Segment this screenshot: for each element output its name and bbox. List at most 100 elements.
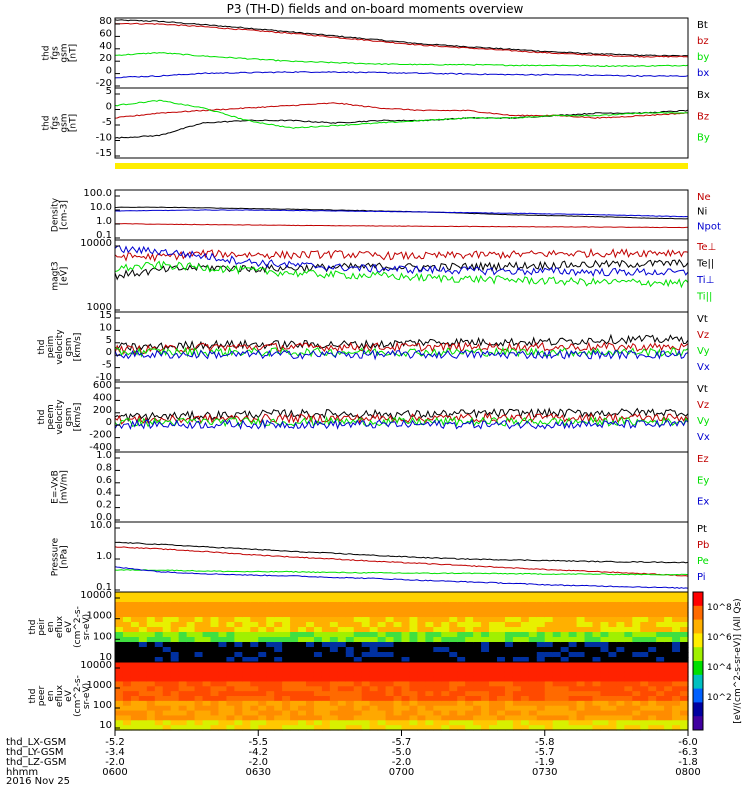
spectrogram-cell	[361, 686, 371, 692]
spectrogram-cell	[520, 666, 530, 673]
spectrogram-cell	[130, 666, 140, 673]
spectrogram-cell	[274, 696, 283, 702]
spectrogram-cell	[369, 720, 379, 726]
spectrogram-cell	[226, 720, 235, 726]
spectrogram-cell	[504, 700, 514, 707]
spectrogram-cell	[425, 612, 434, 618]
spectrogram-cell	[345, 612, 355, 618]
spectrogram-cell	[584, 720, 594, 726]
spectrogram-cell	[497, 657, 506, 663]
spectrogram-cell	[393, 662, 403, 668]
spectrogram-cell	[417, 710, 426, 717]
spectrogram-cell	[449, 696, 458, 702]
spectrogram-cell	[640, 662, 649, 668]
spectrogram-cell	[385, 622, 395, 628]
spectrogram-cell	[353, 691, 363, 697]
panel-frame	[114, 87, 689, 159]
spectrogram-cell	[401, 647, 411, 653]
spectrogram-cell	[457, 652, 466, 658]
spectrogram-cell	[313, 647, 323, 653]
spectrogram-cell	[298, 597, 307, 603]
spectrogram-cell	[465, 700, 474, 707]
colorbar-label: [eV/(cm^2-s-sr-eV)] (All Qs)	[733, 598, 743, 723]
spectrogram-cell	[178, 602, 188, 608]
spectrogram-cell	[568, 602, 578, 608]
spectrogram-cell	[672, 700, 681, 707]
spectrogram-cell	[512, 607, 522, 613]
spectrogram-cell	[584, 700, 594, 707]
panel-frame	[114, 17, 689, 89]
y-tick-label: -15	[96, 148, 112, 159]
spectrogram-cell	[489, 686, 498, 692]
spectrogram-cell	[449, 657, 458, 663]
spectrogram-cell	[504, 622, 514, 628]
spectrogram-cell	[409, 657, 419, 663]
spectrogram-cell	[282, 657, 291, 663]
spectrogram-cell	[274, 686, 283, 692]
spectrogram-cell	[258, 681, 267, 687]
spectrogram-cell	[202, 637, 212, 643]
spectrogram-cell	[457, 657, 466, 663]
spectrogram-cell	[377, 700, 387, 707]
spectrogram-cell	[544, 632, 554, 638]
spectrogram-cell	[600, 622, 610, 628]
spectrogram-cell	[202, 602, 212, 608]
spectrogram-cell	[552, 657, 562, 663]
spectrogram-cell	[481, 671, 490, 678]
spectrogram-cell	[576, 592, 586, 598]
spectrogram-cell	[664, 612, 673, 618]
spectrogram-cell	[512, 691, 522, 697]
spectrogram-cell	[345, 662, 355, 668]
spectrogram-cell	[528, 642, 538, 648]
spectrogram-cell	[568, 632, 578, 638]
spectrogram-cell	[433, 597, 442, 603]
spectrogram-cell	[656, 715, 665, 721]
spectrogram-cell	[162, 647, 172, 653]
spectrogram-cell	[138, 666, 148, 673]
spectrogram-cell	[154, 710, 164, 717]
spectrogram-cell	[680, 617, 689, 623]
spectrogram-cell	[377, 612, 387, 618]
spectrogram-cell	[170, 671, 180, 678]
spectrogram-cell	[393, 597, 403, 603]
spectrogram-cell	[282, 676, 291, 683]
spectrogram-cell	[353, 720, 363, 726]
spectrogram-cell	[361, 710, 371, 717]
spectrogram-cell	[664, 696, 673, 702]
spectrogram-cell	[473, 666, 482, 673]
spectrogram-cell	[393, 592, 403, 598]
spectrogram-cell	[473, 657, 482, 663]
spectrogram-cell	[568, 696, 578, 702]
spectrogram-cell	[115, 700, 124, 707]
spectrogram-cell	[337, 607, 347, 613]
spectrogram-cell	[298, 676, 307, 683]
spectrogram-cell	[680, 671, 689, 678]
spectrogram-cell	[226, 642, 235, 648]
spectrogram-cell	[194, 710, 204, 717]
spectrogram-cell	[473, 715, 482, 721]
spectrogram-cell	[520, 725, 530, 731]
spectrogram-cell	[544, 642, 554, 648]
spectrogram-cell	[242, 705, 251, 712]
spectrogram-cell	[138, 710, 148, 717]
spectrogram-cell	[313, 642, 323, 648]
spectrogram-cell	[401, 652, 411, 658]
spectrogram-cell	[353, 725, 363, 731]
spectrogram-cell	[584, 612, 594, 618]
spectrogram-cell	[250, 676, 259, 683]
spectrogram-cell	[282, 617, 291, 623]
spectrogram-cell	[138, 607, 148, 613]
spectrogram-cell	[250, 637, 259, 643]
spectrogram-cell	[584, 592, 594, 598]
spectrogram-cell	[226, 632, 235, 638]
spectrogram-cell	[568, 700, 578, 707]
spectrogram-cell	[258, 592, 267, 598]
spectrogram-cell	[425, 662, 434, 668]
spectrogram-cell	[146, 652, 156, 658]
spectrogram-cell	[672, 686, 681, 692]
spectrogram-cell	[242, 607, 251, 613]
spectrogram-cell	[560, 666, 570, 673]
spectrogram-cell	[353, 632, 363, 638]
spectrogram-cell	[504, 666, 514, 673]
